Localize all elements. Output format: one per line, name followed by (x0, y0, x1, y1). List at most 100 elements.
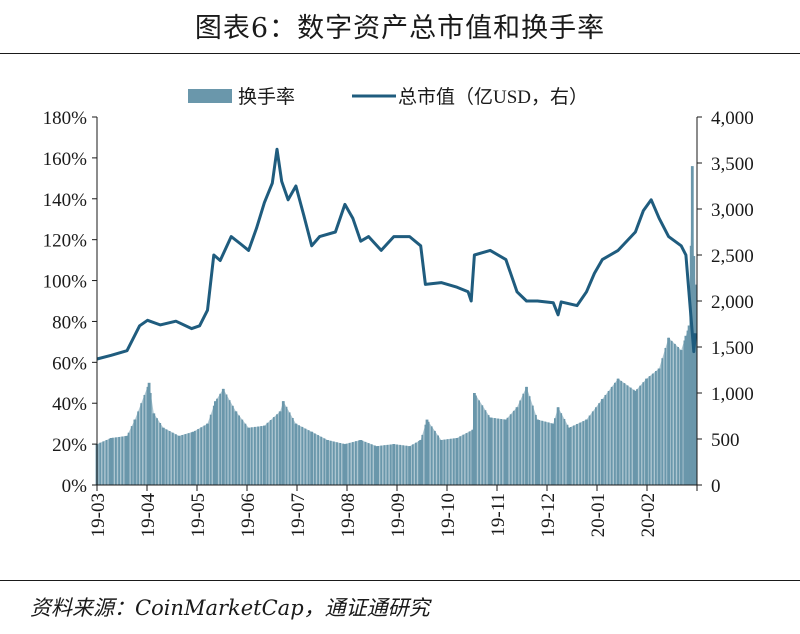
turnover-bar (127, 432, 130, 485)
turnover-bar (348, 442, 351, 485)
turnover-bar (536, 419, 539, 485)
turnover-bar (419, 440, 423, 485)
turnover-bar (121, 436, 124, 485)
y-left-tick-label: 0% (62, 476, 88, 497)
turnover-bar (351, 442, 354, 485)
turnover-bar (159, 423, 162, 485)
turnover-bar (178, 435, 180, 485)
turnover-bar (247, 427, 250, 485)
turnover-bar (386, 444, 389, 485)
turnover-bar (244, 423, 247, 485)
turnover-bar (181, 435, 184, 485)
turnover-bar (475, 395, 477, 485)
x-tick-label: 19-08 (338, 493, 359, 537)
source-note: 资料来源：CoinMarketCap，通证通研究 (30, 596, 430, 620)
turnover-bar (579, 422, 582, 485)
turnover-bar (566, 424, 569, 485)
turnover-bar (156, 418, 158, 485)
turnover-bar (449, 438, 452, 485)
turnover-bar (187, 433, 190, 485)
turnover-bar (670, 340, 673, 485)
turnover-bar (263, 425, 266, 485)
x-tick-label: 19-11 (488, 493, 509, 537)
turnover-bar (212, 405, 215, 485)
y-left-tick-label: 120% (43, 231, 88, 252)
turnover-bar (484, 410, 487, 485)
turnover-bar (130, 426, 133, 485)
turnover-bar (345, 443, 348, 485)
turnover-bar (686, 330, 689, 485)
turnover-bar (250, 427, 253, 485)
turnover-bar (567, 427, 571, 485)
turnover-bar (298, 425, 300, 485)
y-left-tick-label: 140% (43, 190, 88, 211)
x-tick-label: 19-10 (438, 493, 459, 537)
turnover-bar (225, 394, 228, 485)
turnover-bar (604, 395, 607, 485)
turnover-bar (329, 440, 332, 485)
turnover-bar (266, 422, 269, 485)
turnover-bar (598, 403, 600, 485)
turnover-bar (343, 444, 347, 485)
turnover-bar (332, 441, 335, 485)
turnover-bar (336, 442, 338, 485)
turnover-bar (504, 419, 508, 485)
turnover-bar (143, 395, 146, 485)
y-left-tick-label: 20% (52, 435, 87, 456)
x-tick-label: 19-12 (538, 493, 559, 537)
turnover-bar (279, 411, 282, 485)
turnover-bar (115, 437, 117, 485)
x-tick-label: 19-09 (388, 493, 409, 537)
turnover-bar (488, 417, 492, 485)
turnover-bar (301, 426, 304, 485)
turnover-bar (162, 427, 165, 485)
turnover-bar (623, 383, 626, 485)
turnover-bar (601, 399, 604, 485)
turnover-bar (639, 385, 642, 485)
turnover-bar (595, 407, 597, 485)
turnover-bar (364, 441, 367, 485)
turnover-bar (276, 414, 278, 485)
turnover-bar (282, 401, 285, 485)
turnover-bar (446, 439, 449, 485)
y-right-tick-label: 3,500 (711, 154, 754, 175)
turnover-bar (481, 405, 484, 485)
turnover-bar (99, 442, 102, 485)
turnover-bar (200, 427, 203, 485)
turnover-bar (572, 425, 575, 485)
turnover-bar (310, 431, 313, 485)
turnover-bar (544, 421, 547, 485)
turnover-bar (645, 378, 648, 485)
turnover-bar (519, 400, 522, 485)
turnover-bar (342, 443, 345, 485)
turnover-bar (307, 430, 310, 485)
turnover-bar (228, 400, 231, 485)
turnover-bar (184, 434, 187, 485)
turnover-bar (462, 434, 465, 485)
turnover-bar (684, 335, 688, 485)
turnover-bar (380, 445, 383, 485)
turnover-bar (288, 412, 291, 485)
turnover-bar (664, 348, 667, 485)
legend-line-label: 总市值（亿USD，右） (398, 86, 588, 108)
turnover-bar (370, 444, 373, 485)
turnover-bar (304, 428, 307, 485)
y-right-tick-label: 2,000 (711, 292, 754, 313)
turnover-bar (206, 423, 209, 485)
legend-bar-label: 换手率 (238, 86, 295, 108)
turnover-bar (147, 382, 151, 485)
turnover-bar (642, 382, 645, 485)
turnover-bar (494, 418, 496, 485)
turnover-bar (231, 405, 234, 485)
turnover-bar (203, 425, 206, 485)
turnover-bar (576, 424, 578, 485)
turnover-bar (617, 378, 619, 485)
turnover-bar (547, 422, 550, 485)
turnover-bar (506, 417, 509, 485)
turnover-bar (216, 398, 218, 485)
turnover-bar (359, 440, 363, 485)
turnover-bar (443, 439, 446, 485)
turnover-bar (118, 437, 120, 485)
turnover-bar (473, 393, 476, 485)
turnover-bar (471, 429, 474, 485)
